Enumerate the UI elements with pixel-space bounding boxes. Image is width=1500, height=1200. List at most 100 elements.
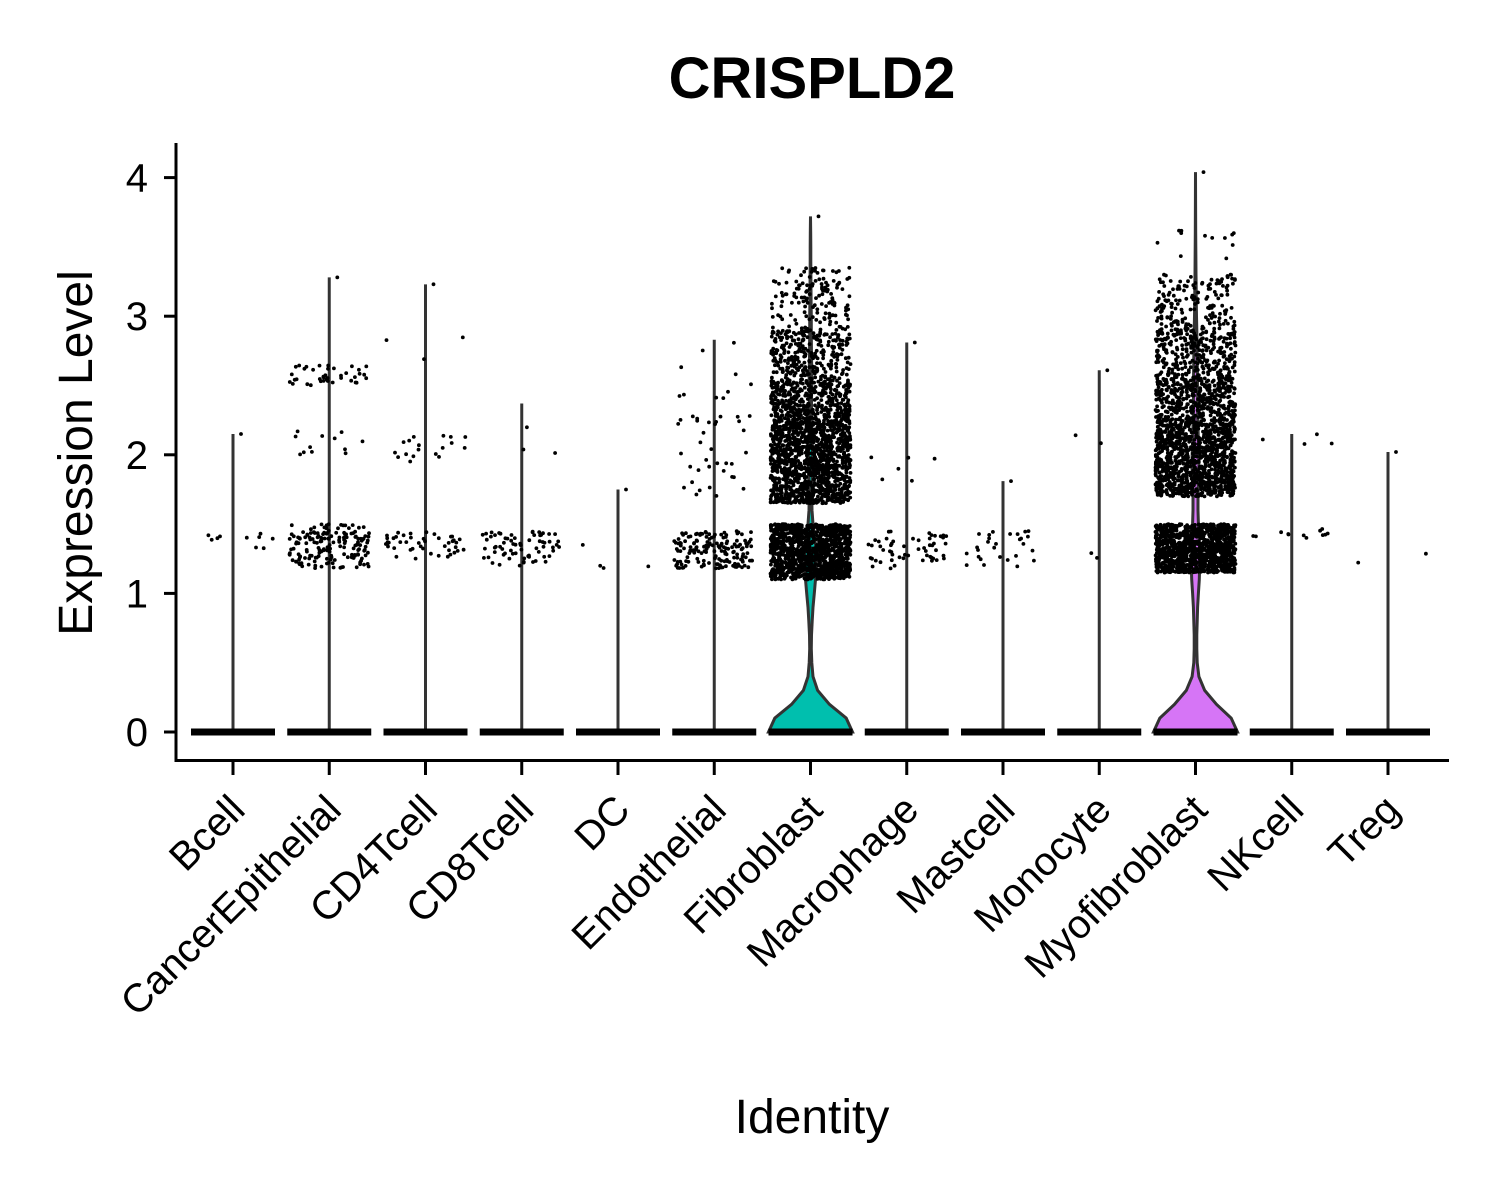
data-point — [820, 292, 825, 297]
data-point — [824, 501, 828, 505]
data-point — [837, 487, 842, 492]
data-point — [941, 553, 946, 558]
data-point — [735, 555, 740, 560]
data-point — [770, 329, 775, 334]
data-point — [978, 557, 983, 562]
data-point — [771, 325, 775, 330]
data-point — [304, 364, 309, 369]
data-point — [775, 451, 780, 455]
data-point — [436, 536, 441, 541]
data-point — [1204, 554, 1209, 558]
data-point — [807, 292, 812, 297]
data-point — [805, 326, 810, 331]
data-point — [805, 283, 809, 288]
data-point — [396, 530, 400, 535]
data-point — [788, 530, 792, 535]
data-point — [901, 556, 906, 561]
data-point — [1162, 568, 1166, 573]
data-point — [789, 335, 794, 339]
data-point — [799, 295, 804, 300]
data-point — [840, 473, 845, 478]
data-point — [810, 497, 815, 502]
data-point — [408, 459, 413, 464]
data-point — [826, 339, 831, 344]
data-point — [801, 499, 806, 504]
data-point — [804, 496, 809, 501]
data-point — [303, 556, 307, 560]
violin-group-cancerepithelial — [287, 275, 372, 736]
data-point — [749, 382, 753, 387]
data-point — [821, 480, 826, 484]
data-point — [301, 530, 305, 534]
data-point — [826, 435, 831, 439]
data-point — [822, 366, 826, 371]
data-point — [358, 562, 362, 567]
data-point — [782, 447, 786, 452]
data-point — [1189, 533, 1194, 538]
data-point — [769, 562, 773, 567]
data-point — [811, 331, 816, 336]
data-point — [1165, 538, 1170, 543]
data-point — [312, 525, 317, 530]
data-point — [827, 570, 831, 575]
data-point — [834, 554, 838, 558]
data-point — [824, 533, 829, 538]
data-point — [1199, 527, 1203, 532]
data-point — [835, 285, 839, 290]
data-point — [827, 440, 832, 444]
data-point — [408, 548, 413, 552]
data-point — [837, 376, 842, 381]
data-point — [303, 535, 308, 540]
data-point — [769, 462, 773, 466]
data-point — [833, 338, 837, 342]
data-point — [1161, 561, 1166, 565]
data-point — [1218, 563, 1222, 568]
data-point — [830, 567, 835, 571]
data-point — [810, 465, 814, 470]
data-point — [318, 379, 323, 384]
data-point — [844, 372, 849, 377]
data-point — [424, 530, 429, 535]
zero-points — [287, 728, 372, 736]
data-point — [792, 472, 797, 477]
data-point — [797, 416, 802, 421]
data-point — [828, 322, 832, 327]
plot-area — [191, 170, 1430, 736]
data-point — [722, 559, 727, 564]
data-point — [791, 492, 796, 497]
data-point — [351, 546, 356, 551]
data-point — [844, 391, 848, 396]
data-point — [815, 406, 820, 410]
data-point — [744, 544, 749, 549]
data-point — [326, 522, 331, 527]
data-point — [831, 431, 836, 436]
data-point — [1171, 564, 1176, 569]
data-point — [1157, 557, 1162, 562]
data-point — [1155, 566, 1160, 571]
data-point — [792, 576, 797, 581]
data-point — [814, 318, 819, 322]
data-point — [322, 525, 327, 530]
data-point — [813, 390, 818, 394]
data-point — [793, 524, 797, 529]
data-point — [332, 436, 337, 441]
data-point — [779, 491, 784, 495]
data-point — [846, 398, 851, 403]
data-point — [501, 552, 506, 557]
data-point — [847, 384, 852, 388]
data-point — [792, 435, 797, 440]
data-point — [510, 551, 515, 556]
data-point — [839, 401, 844, 405]
data-point — [825, 485, 830, 489]
data-point — [532, 533, 537, 537]
data-point — [1167, 562, 1172, 567]
violin-group-macrophage — [864, 340, 949, 736]
data-point — [804, 458, 808, 463]
data-point — [834, 418, 839, 422]
data-point — [349, 378, 354, 383]
data-point — [830, 302, 835, 306]
data-point — [356, 552, 360, 556]
data-point — [209, 537, 214, 542]
violin-group-bcell — [191, 432, 275, 736]
data-point — [828, 555, 833, 560]
